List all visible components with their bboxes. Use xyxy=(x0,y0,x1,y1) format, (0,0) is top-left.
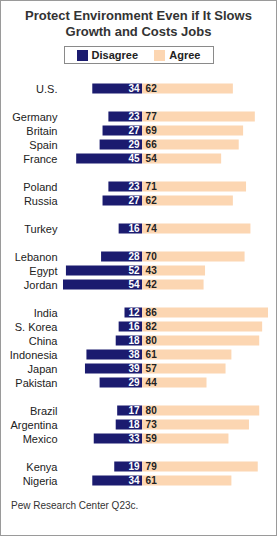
svg-text:70: 70 xyxy=(146,251,158,262)
svg-text:Germany: Germany xyxy=(12,111,58,123)
svg-text:Russia: Russia xyxy=(24,195,59,207)
svg-text:66: 66 xyxy=(146,139,158,150)
svg-text:23: 23 xyxy=(128,111,140,122)
svg-text:18: 18 xyxy=(128,419,140,430)
svg-text:82: 82 xyxy=(146,321,158,332)
svg-text:44: 44 xyxy=(146,377,158,388)
svg-text:52: 52 xyxy=(128,265,140,276)
html-text:Agree: Agree xyxy=(169,49,201,61)
svg-text:12: 12 xyxy=(128,307,140,318)
svg-text:74: 74 xyxy=(146,223,158,234)
svg-text:54: 54 xyxy=(128,279,140,290)
svg-text:29: 29 xyxy=(128,377,140,388)
svg-text:16: 16 xyxy=(128,321,140,332)
svg-text:Brazil: Brazil xyxy=(30,405,58,417)
svg-text:59: 59 xyxy=(146,433,158,444)
svg-text:39: 39 xyxy=(128,363,140,374)
svg-text:34: 34 xyxy=(128,83,140,94)
svg-text:33: 33 xyxy=(128,433,140,444)
svg-text:Jordan: Jordan xyxy=(24,279,58,291)
svg-text:27: 27 xyxy=(128,195,140,206)
svg-text:Egypt: Egypt xyxy=(29,265,57,277)
svg-text:China: China xyxy=(29,335,59,347)
html-text:Pew Research Center Q23c.: Pew Research Center Q23c. xyxy=(11,500,139,511)
svg-text:Mexico: Mexico xyxy=(23,433,58,445)
svg-text:62: 62 xyxy=(146,195,158,206)
svg-text:61: 61 xyxy=(146,349,158,360)
svg-text:France: France xyxy=(23,153,57,165)
svg-text:79: 79 xyxy=(146,461,158,472)
svg-text:Turkey: Turkey xyxy=(24,223,58,235)
svg-text:86: 86 xyxy=(146,307,158,318)
svg-text:S. Korea: S. Korea xyxy=(15,321,59,333)
svg-text:54: 54 xyxy=(146,153,158,164)
svg-text:18: 18 xyxy=(128,335,140,346)
svg-text:80: 80 xyxy=(146,405,158,416)
svg-text:16: 16 xyxy=(128,223,140,234)
svg-text:45: 45 xyxy=(128,153,140,164)
svg-text:Lebanon: Lebanon xyxy=(15,251,58,263)
svg-text:73: 73 xyxy=(146,419,158,430)
svg-text:34: 34 xyxy=(128,475,140,486)
svg-text:28: 28 xyxy=(128,251,140,262)
svg-text:Japan: Japan xyxy=(28,363,58,375)
svg-text:69: 69 xyxy=(146,125,158,136)
svg-text:71: 71 xyxy=(146,181,158,192)
html-text:Protect Environment Even if It: Protect Environment Even if It Slows Gro… xyxy=(25,8,252,39)
svg-text:38: 38 xyxy=(128,349,140,360)
svg-text:57: 57 xyxy=(146,363,158,374)
svg-text:Spain: Spain xyxy=(29,139,57,151)
svg-text:80: 80 xyxy=(146,335,158,346)
svg-text:27: 27 xyxy=(128,125,140,136)
svg-text:Pakistan: Pakistan xyxy=(15,377,57,389)
svg-text:62: 62 xyxy=(146,83,158,94)
svg-text:Indonesia: Indonesia xyxy=(10,349,59,361)
svg-text:19: 19 xyxy=(128,461,140,472)
svg-text:77: 77 xyxy=(146,111,158,122)
svg-text:23: 23 xyxy=(128,181,140,192)
svg-text:29: 29 xyxy=(128,139,140,150)
svg-text:Kenya: Kenya xyxy=(26,461,58,473)
svg-text:17: 17 xyxy=(128,405,140,416)
svg-text:Nigeria: Nigeria xyxy=(23,475,59,487)
svg-text:Argentina: Argentina xyxy=(10,419,58,431)
svg-text:India: India xyxy=(34,307,59,319)
svg-text:Britain: Britain xyxy=(26,125,57,137)
svg-text:U.S.: U.S. xyxy=(36,83,57,95)
html-text:Disagree: Disagree xyxy=(91,49,139,61)
svg-text:42: 42 xyxy=(146,279,158,290)
svg-text:Poland: Poland xyxy=(23,181,57,193)
svg-text:43: 43 xyxy=(146,265,158,276)
svg-text:61: 61 xyxy=(146,475,158,486)
